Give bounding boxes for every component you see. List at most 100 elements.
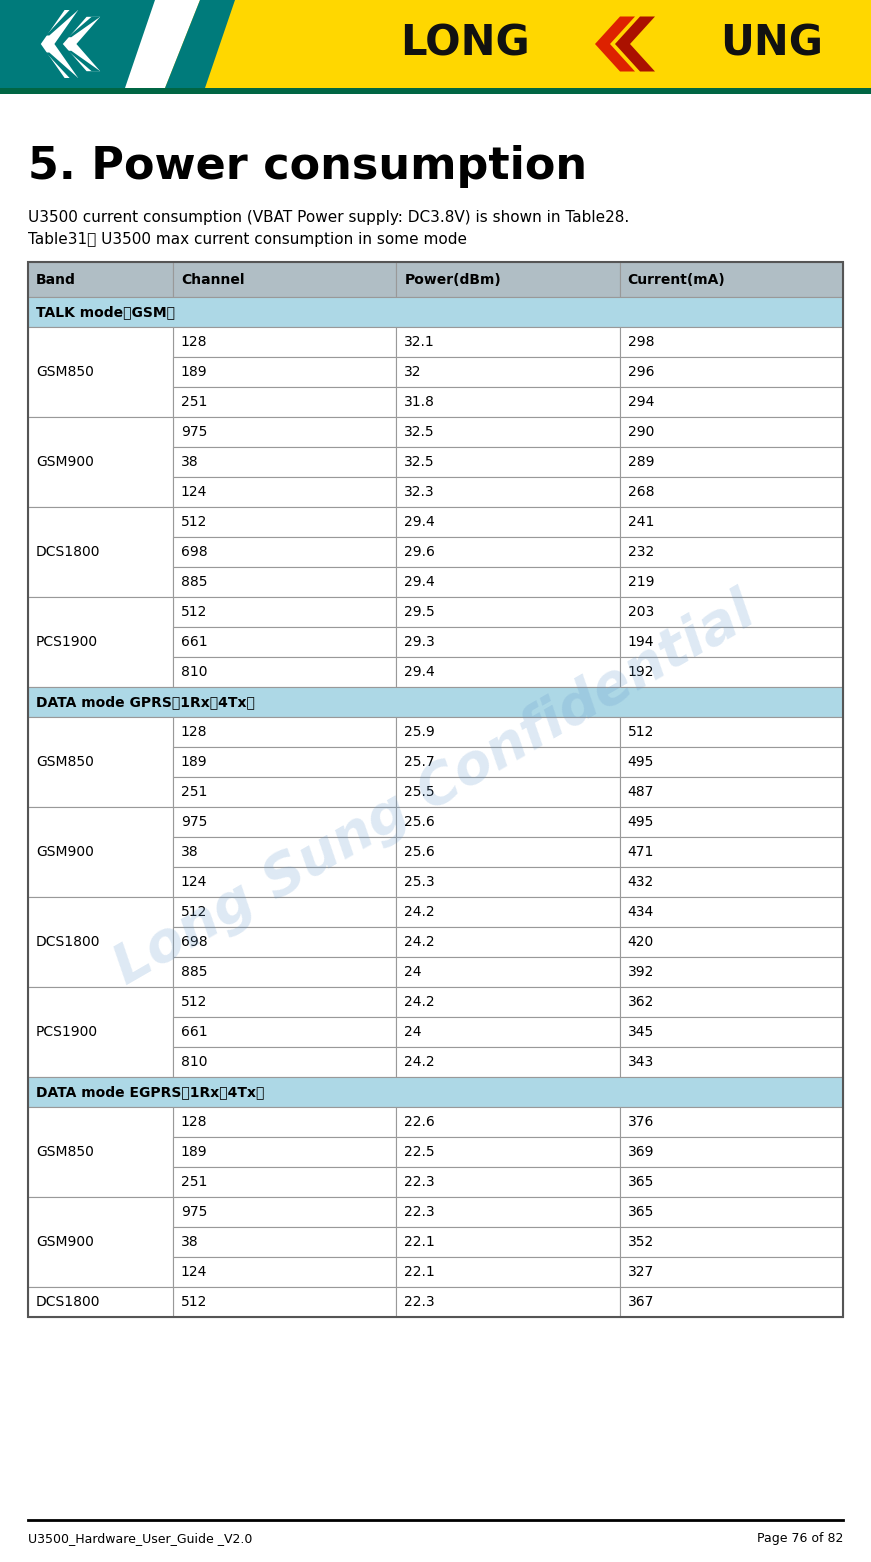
Text: 189: 189 [181, 1145, 207, 1159]
Text: 512: 512 [181, 604, 207, 619]
Text: 343: 343 [628, 1054, 654, 1068]
Text: 289: 289 [628, 455, 654, 469]
Bar [172, 1257, 396, 1287]
Text: DATA mode EGPRS（1Rx，4Tx）: DATA mode EGPRS（1Rx，4Tx） [36, 1086, 265, 1100]
Text: 661: 661 [181, 1025, 207, 1039]
Bar [172, 1287, 396, 1317]
Text: 975: 975 [181, 815, 207, 829]
Bar [172, 626, 396, 658]
Text: 512: 512 [181, 1295, 207, 1309]
Bar [396, 867, 619, 897]
Bar [619, 447, 843, 476]
Text: GSM900: GSM900 [36, 845, 94, 859]
Bar [0, 87, 871, 94]
Text: 24.2: 24.2 [404, 904, 435, 918]
Bar [172, 387, 396, 417]
Text: 975: 975 [181, 425, 207, 439]
Bar [28, 987, 172, 1078]
Bar [619, 837, 843, 867]
Text: 22.3: 22.3 [404, 1295, 435, 1309]
Bar [396, 1107, 619, 1137]
Text: 32: 32 [404, 366, 422, 380]
Bar [172, 447, 396, 476]
Bar [396, 1017, 619, 1047]
Bar [619, 776, 843, 808]
Bar [172, 1167, 396, 1196]
Bar [172, 1047, 396, 1078]
Bar [28, 687, 843, 717]
Text: 698: 698 [181, 545, 207, 559]
Text: 189: 189 [181, 366, 207, 380]
Text: 38: 38 [181, 455, 199, 469]
Text: DCS1800: DCS1800 [36, 545, 100, 559]
Text: 29.4: 29.4 [404, 665, 435, 679]
Text: 24.2: 24.2 [404, 995, 435, 1009]
Text: 471: 471 [628, 845, 654, 859]
Bar [396, 837, 619, 867]
Text: 192: 192 [628, 665, 654, 679]
Polygon shape [46, 53, 78, 78]
Bar [172, 926, 396, 958]
Text: 392: 392 [628, 965, 654, 979]
Bar [396, 597, 619, 626]
Text: Channel: Channel [181, 272, 245, 286]
Bar [172, 658, 396, 687]
Text: 495: 495 [628, 815, 654, 829]
Bar [396, 567, 619, 597]
Bar [619, 537, 843, 567]
Bar [619, 1257, 843, 1287]
Bar [172, 837, 396, 867]
Text: 25.5: 25.5 [404, 786, 435, 800]
Polygon shape [41, 9, 78, 78]
Text: 251: 251 [181, 786, 207, 800]
Bar [619, 1196, 843, 1228]
Polygon shape [615, 17, 655, 72]
Text: Table31： U3500 max current consumption in some mode: Table31： U3500 max current consumption i… [28, 233, 467, 247]
Text: Long Sung Confidential: Long Sung Confidential [105, 584, 765, 995]
Text: 376: 376 [628, 1115, 654, 1129]
Text: 810: 810 [181, 665, 207, 679]
Text: 24: 24 [404, 1025, 422, 1039]
Bar [172, 537, 396, 567]
Text: GSM900: GSM900 [36, 455, 94, 469]
Bar [396, 508, 619, 537]
Bar [396, 658, 619, 687]
Text: DCS1800: DCS1800 [36, 1295, 100, 1309]
Bar [396, 476, 619, 508]
Text: 512: 512 [181, 995, 207, 1009]
Bar [619, 1228, 843, 1257]
Text: 25.7: 25.7 [404, 754, 435, 769]
Text: 194: 194 [628, 636, 654, 648]
Bar [619, 958, 843, 987]
Text: 29.5: 29.5 [404, 604, 435, 619]
Bar [396, 926, 619, 958]
Text: 420: 420 [628, 936, 654, 950]
Bar [28, 297, 843, 326]
Text: 189: 189 [181, 754, 207, 769]
Bar [172, 1228, 396, 1257]
Text: 885: 885 [181, 575, 207, 589]
Text: 128: 128 [181, 1115, 207, 1129]
Bar [172, 508, 396, 537]
Text: 365: 365 [628, 1175, 654, 1189]
Text: 124: 124 [181, 875, 207, 889]
Text: 367: 367 [628, 1295, 654, 1309]
Bar [172, 1196, 396, 1228]
Text: 290: 290 [628, 425, 654, 439]
Text: 512: 512 [181, 515, 207, 530]
Text: 29.4: 29.4 [404, 515, 435, 530]
Bar [619, 326, 843, 358]
Bar [28, 1287, 172, 1317]
Text: 24: 24 [404, 965, 422, 979]
Bar [172, 987, 396, 1017]
Bar [396, 326, 619, 358]
Bar [619, 897, 843, 926]
Text: 345: 345 [628, 1025, 654, 1039]
Text: 512: 512 [181, 904, 207, 918]
Bar [172, 747, 396, 776]
Text: DCS1800: DCS1800 [36, 936, 100, 950]
Text: 512: 512 [628, 725, 654, 739]
Bar [172, 326, 396, 358]
Polygon shape [46, 9, 78, 36]
Bar [396, 626, 619, 658]
